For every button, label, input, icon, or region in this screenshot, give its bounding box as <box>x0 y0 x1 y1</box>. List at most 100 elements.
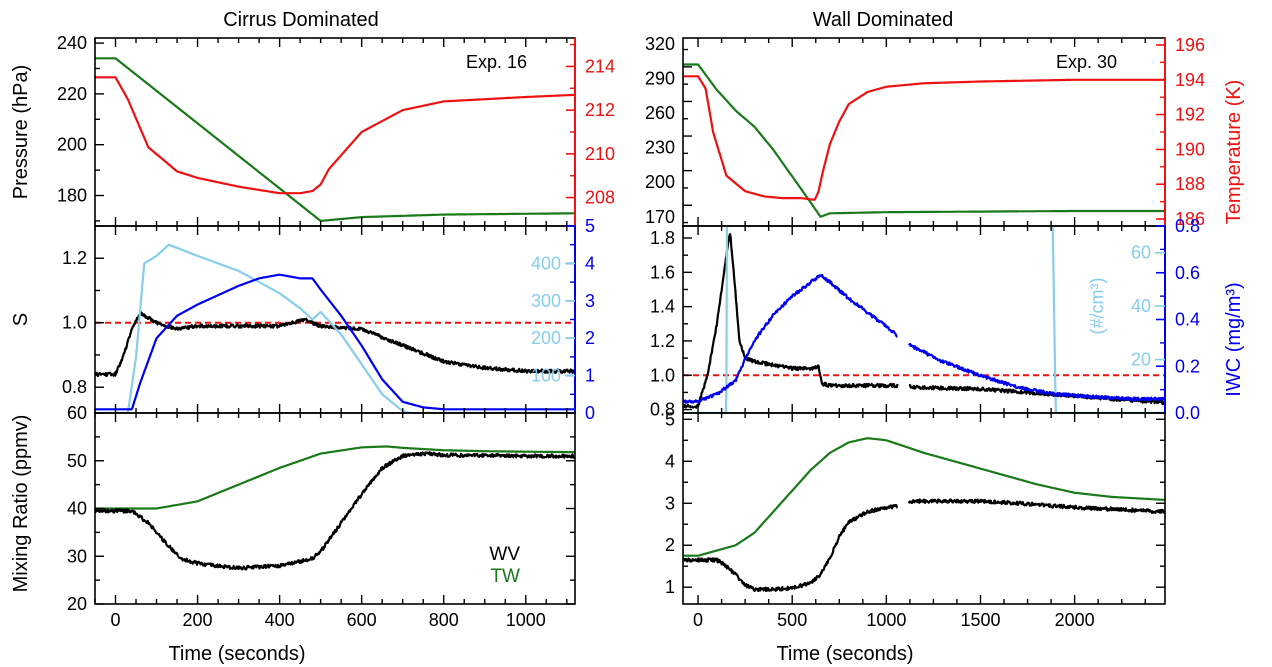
y-tick-label: 290 <box>645 68 675 88</box>
plot-frame <box>94 225 576 414</box>
plot-area <box>683 226 1165 413</box>
x-tick-label: 2000 <box>1055 610 1095 630</box>
y-tick-label: 260 <box>645 103 675 123</box>
y2-tick-label: 0.6 <box>1175 263 1200 283</box>
y2-axis-title: IWC (mg/m³) <box>1223 282 1245 396</box>
y2-tick-label: 192 <box>1175 105 1205 125</box>
series-line-temperature <box>95 76 575 195</box>
x-tick-label: 1000 <box>506 610 546 630</box>
series-line-wv <box>95 451 575 571</box>
y-tick-label: 4 <box>665 451 675 471</box>
series-line-iwc <box>683 273 1165 404</box>
plot-area <box>95 57 575 222</box>
x-tick-label: 400 <box>265 610 295 630</box>
y-tick-label: 40 <box>67 499 87 519</box>
x-tick-label: 0 <box>693 610 703 630</box>
y2-tick-label: 186 <box>1175 209 1205 229</box>
x-tick-label: 1500 <box>960 610 1000 630</box>
y-tick-label: 180 <box>57 186 87 206</box>
chart-panel-cirrus-mid: 0.8 1.0 1.2 0 1 2 3 4 5 100 200 300 400 S <box>10 216 595 423</box>
y-tick-label: 1.2 <box>650 331 675 351</box>
chart-panel-wall-bot: 0 500 1000 1500 2000 1 2 3 4 5 <box>665 409 1166 630</box>
experiment-annotation: Exp. 16 <box>466 52 527 72</box>
y-tick-label: 200 <box>57 135 87 155</box>
y2-tick-label: 0.2 <box>1175 356 1200 376</box>
chart-panel-cirrus-top: 180 200 220 240 208 210 212 214 Pressure (hPa) Ex… <box>10 33 615 227</box>
y2-tick-label: 214 <box>585 56 615 76</box>
plot-area <box>95 445 575 571</box>
x-tick-label: 600 <box>347 610 377 630</box>
y2-tick-label: 0.8 <box>1175 216 1200 236</box>
y-tick-label: 0.8 <box>650 400 675 420</box>
series-line-tw <box>683 437 1165 557</box>
series-line-iwc <box>95 273 575 411</box>
y-tick-label: 200 <box>645 172 675 192</box>
y-tick-label: 1.0 <box>62 313 87 333</box>
right-x-axis-title: Time (seconds) <box>776 643 913 665</box>
number-axis-label: 100 <box>531 366 561 386</box>
y-tick-label: 0.8 <box>62 377 87 397</box>
y-tick-label: 1.2 <box>62 248 87 268</box>
x-tick-label: 0 <box>111 610 121 630</box>
number-axis-label: 200 <box>531 328 561 348</box>
y-tick-label: 1.4 <box>650 297 675 317</box>
y2-tick-label: 0.0 <box>1175 403 1200 423</box>
y-tick-label: 5 <box>665 409 675 429</box>
y2-tick-label: 0.4 <box>1175 310 1200 330</box>
number-axis-label: 300 <box>531 291 561 311</box>
legend-entry-tw: TW <box>490 566 520 587</box>
y-tick-label: 320 <box>645 34 675 54</box>
y-axis-title: S <box>10 313 32 326</box>
y2-tick-label: 210 <box>585 144 615 164</box>
series-line-temperature <box>683 75 1165 201</box>
y-tick-label: 240 <box>57 33 87 53</box>
y-tick-label: 30 <box>67 546 87 566</box>
x-tick-label: 200 <box>183 610 213 630</box>
y-tick-label: 2 <box>665 535 675 555</box>
plot-area <box>95 243 575 413</box>
x-tick-label: 1000 <box>866 610 906 630</box>
series-line-saturation <box>95 310 575 378</box>
number-axis-title: (#/cm³) <box>1087 278 1107 335</box>
y-tick-label: 170 <box>645 207 675 227</box>
y-tick-label: 20 <box>67 594 87 614</box>
right-figure-title: Wall Dominated <box>813 9 953 31</box>
y2-tick-label: 188 <box>1175 174 1205 194</box>
experiment-annotation: Exp. 30 <box>1056 52 1117 72</box>
series-line-wv <box>683 498 1165 593</box>
y2-tick-label: 4 <box>585 253 595 273</box>
plot-area <box>683 437 1165 593</box>
left-x-axis-title: Time (seconds) <box>168 643 305 665</box>
y-tick-label: 50 <box>67 451 87 471</box>
y2-axis-title: Temperature (K) <box>1223 80 1245 225</box>
number-axis-label: 20 <box>1131 350 1151 370</box>
y-tick-label: 1.8 <box>650 228 675 248</box>
y2-tick-label: 208 <box>585 188 615 208</box>
series-line-number <box>95 243 575 413</box>
series-line-pressure <box>95 57 575 222</box>
y-axis-title: Mixing Ratio (ppmv) <box>10 415 32 593</box>
y2-tick-label: 194 <box>1175 70 1205 90</box>
y2-tick-label: 2 <box>585 328 595 348</box>
y2-tick-label: 190 <box>1175 139 1205 159</box>
y-tick-label: 60 <box>67 403 87 423</box>
legend-entry-wv: WV <box>489 544 520 565</box>
plot-frame <box>682 412 1166 605</box>
number-axis-label: 60 <box>1131 243 1151 263</box>
y-tick-label: 1.0 <box>650 365 675 385</box>
y2-tick-label: 3 <box>585 291 595 311</box>
y2-tick-label: 0 <box>585 403 595 423</box>
y-tick-label: 3 <box>665 493 675 513</box>
chart-panel-cirrus-bot: 0 200 400 600 800 1000 20 30 40 50 60 Mixing Ratio … <box>10 403 576 630</box>
series-line-tw <box>95 445 575 510</box>
y2-tick-label: 1 <box>585 366 595 386</box>
y2-tick-label: 5 <box>585 216 595 236</box>
y2-tick-label: 212 <box>585 100 615 120</box>
y-tick-label: 230 <box>645 138 675 158</box>
plot-area <box>683 63 1165 218</box>
x-tick-label: 500 <box>777 610 807 630</box>
series-line-pressure <box>683 63 1165 218</box>
y-tick-label: 220 <box>57 84 87 104</box>
number-axis-label: 40 <box>1131 296 1151 316</box>
